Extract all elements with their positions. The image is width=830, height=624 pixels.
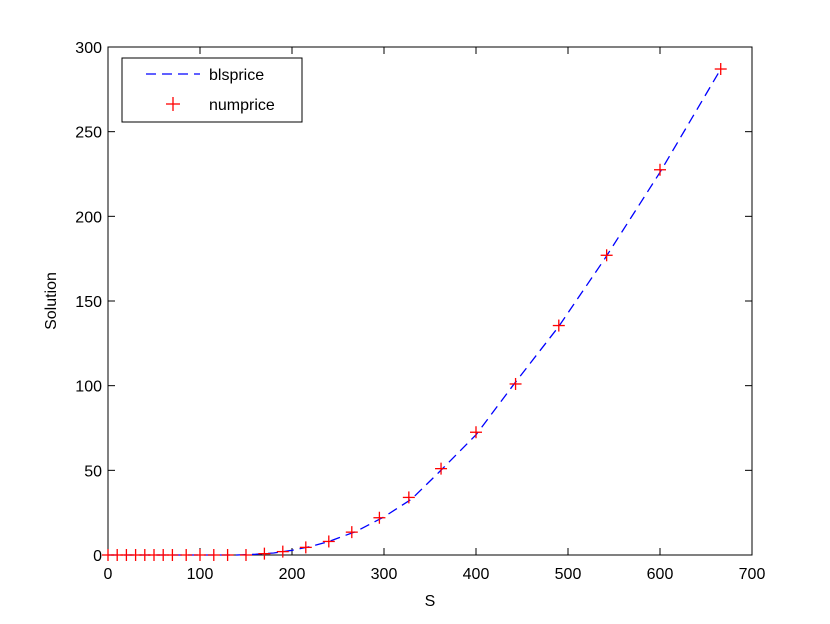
data-point-numprice — [207, 549, 220, 561]
data-point-numprice — [600, 249, 613, 262]
legend-numprice-label: numprice — [209, 97, 275, 114]
x-tick-label: 500 — [555, 566, 582, 583]
x-tick-label: 100 — [187, 566, 214, 583]
data-point-numprice — [470, 426, 482, 439]
data-point-numprice — [166, 549, 179, 561]
data-point-numprice — [194, 549, 206, 561]
data-point-numprice — [373, 511, 386, 524]
data-point-numprice — [345, 526, 358, 539]
x-tick-label: 200 — [279, 566, 306, 583]
y-tick-label: 50 — [84, 463, 102, 480]
plot-area — [107, 46, 753, 556]
series-layer — [102, 63, 727, 561]
data-point-numprice — [258, 547, 271, 560]
data-point-numprice — [322, 535, 335, 548]
data-point-numprice — [402, 491, 415, 504]
y-tick-label: 0 — [93, 548, 102, 565]
x-axis-label: S — [425, 593, 436, 610]
x-tick-label: 0 — [104, 566, 113, 583]
x-tick-label: 600 — [647, 566, 674, 583]
y-tick-label: 150 — [75, 294, 102, 311]
y-tick-label: 300 — [75, 40, 102, 57]
x-tick-label: 300 — [371, 566, 398, 583]
y-tick-label: 200 — [75, 209, 102, 226]
y-tick-label: 100 — [75, 379, 102, 396]
legend-numprice-swatch — [166, 97, 180, 111]
data-point-numprice — [221, 549, 234, 561]
series-line-blsprice — [108, 70, 721, 556]
data-point-numprice — [509, 377, 522, 390]
data-point-numprice — [299, 541, 312, 554]
legend: blsprice numprice — [121, 57, 303, 123]
x-axis: 0 100 200 300 400 500 600 700 — [104, 47, 766, 583]
data-point-numprice — [180, 549, 193, 561]
data-point-numprice — [552, 319, 565, 332]
data-point-numprice — [276, 545, 289, 558]
x-tick-label: 400 — [463, 566, 490, 583]
x-tick-label: 700 — [739, 566, 766, 583]
data-point-numprice — [435, 462, 448, 475]
data-point-numprice — [240, 549, 252, 561]
legend-blsprice-label: blsprice — [209, 67, 264, 84]
y-axis-label: Solution — [43, 272, 60, 330]
data-point-numprice — [714, 63, 727, 76]
legend-box — [121, 57, 303, 123]
y-tick-label: 250 — [75, 125, 102, 142]
data-point-numprice — [654, 163, 666, 176]
y-axis: 0 50 100 150 200 250 300 — [75, 40, 752, 565]
